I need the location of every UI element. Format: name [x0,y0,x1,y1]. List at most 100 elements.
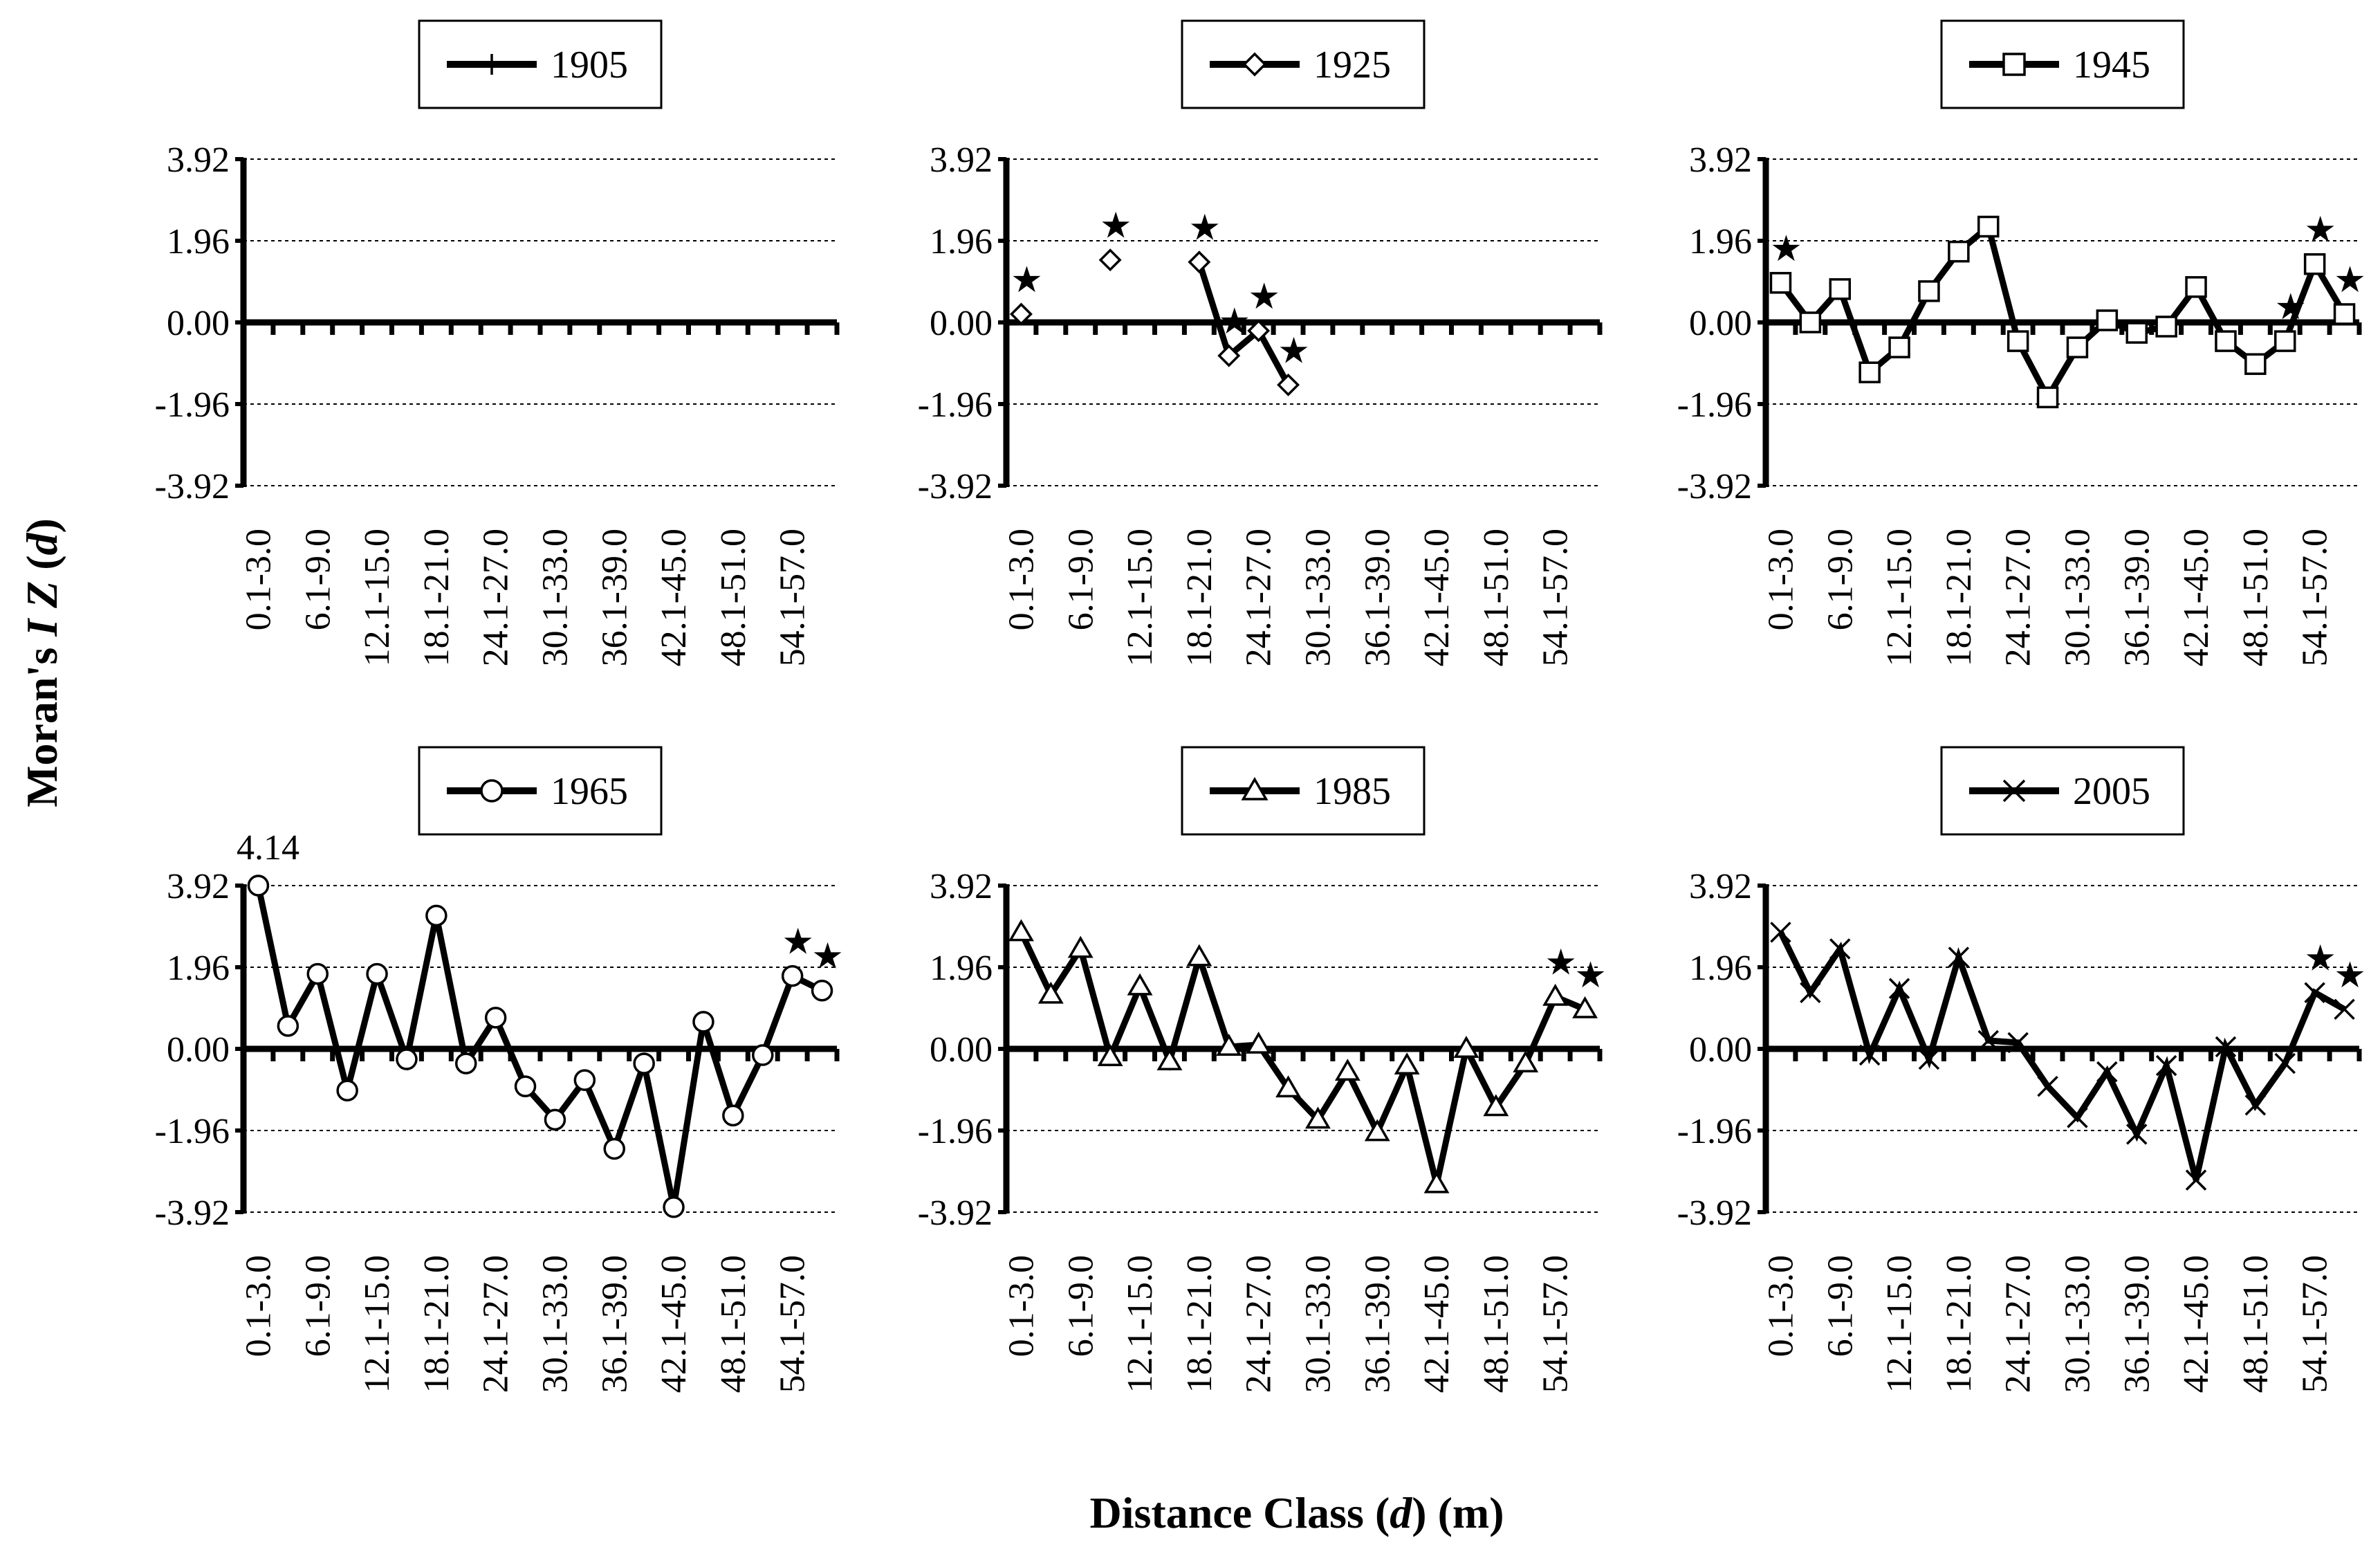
data-point [1948,946,1970,968]
data-point [1977,215,2000,238]
x-tick-label: 30.1-33.0 [535,529,575,666]
x-tick-label: 12.1-15.0 [1120,529,1160,666]
data-point [1453,1036,1479,1058]
x-tick-label: 48.1-51.0 [2236,1255,2276,1393]
significance-star: ★ [2334,261,2366,300]
data-point [811,979,833,1002]
x-tick-label: 0.1-3.0 [1002,1255,1041,1357]
x-tick-label: 24.1-27.0 [1239,1255,1279,1393]
x-tick-label: 36.1-39.0 [2117,1255,2157,1393]
data-point [1858,1044,1881,1066]
x-tick-label: 6.1-9.0 [298,529,338,630]
y-tick-label: 0.00 [930,1030,993,1070]
data-point [1829,938,1851,960]
data-point [1423,1171,1450,1193]
y-tick-label: 1.96 [930,949,993,988]
data-point [1156,1048,1183,1071]
y-tick-label: 1.96 [930,222,993,262]
x-tick-label: 48.1-51.0 [1477,529,1516,666]
significance-star: ★ [1574,956,1607,996]
data-point [1394,1052,1420,1075]
legend-label: 1925 [1313,44,1391,86]
x-tick-label: 0.1-3.0 [1761,529,1800,630]
significance-star: ★ [1248,277,1280,317]
x-tick-label: 0.1-3.0 [1761,1255,1800,1357]
y-tick-label: -1.96 [1677,1112,1752,1151]
significance-star: ★ [2304,211,2336,250]
y-tick-label: 1.96 [167,949,230,988]
x-tick-label: 6.1-9.0 [1820,529,1860,630]
y-tick-label: -3.92 [155,467,230,506]
y-tick-label: 0.00 [167,1030,230,1070]
x-tick-label: 24.1-27.0 [1239,529,1279,666]
y-tick-label: -1.96 [155,1112,230,1151]
data-point [1770,922,1791,943]
data-point [2185,276,2207,298]
chart-panel-1965: 1965 3.92 1.96 0.00 -1.96 -3.920.1-3.0 6.1-9.0… [155,746,844,1393]
y-tick-label: 1.96 [167,222,230,262]
data-point [1247,319,1271,342]
data-point [1483,1094,1509,1117]
data-point [2185,1169,2207,1191]
data-point [425,904,448,927]
data-point [1799,311,1822,333]
x-tick-label: 54.1-57.0 [773,529,813,666]
y-tick-label: 3.92 [930,867,993,906]
series-line [1018,931,1587,1185]
data-point [1334,1059,1360,1081]
data-point [1037,981,1064,1004]
y-tick-label: 0.00 [167,304,230,343]
data-point [1513,1050,1539,1073]
x-tick-label: 18.1-21.0 [417,1255,456,1393]
data-point [1918,1048,1940,1070]
chart-panel-1985: 1985 3.92 1.96 0.00 -1.96 -3.920.1-3.0 6.1-9.0… [918,746,1607,1393]
x-tick-label: 30.1-33.0 [535,1255,575,1393]
x-tick-label: 6.1-9.0 [298,1255,338,1357]
significance-star: ★ [782,923,814,962]
data-point [2096,309,2119,331]
data-point [2007,330,2029,352]
data-point [603,1137,625,1160]
x-tick-label: 54.1-57.0 [1536,1255,1576,1393]
x-tick-label: 42.1-45.0 [1417,1255,1457,1393]
data-point [2096,1061,2118,1083]
data-point [2066,336,2089,358]
data-point [366,962,388,985]
x-tick-label: 12.1-15.0 [358,529,397,666]
x-tick-label: 36.1-39.0 [1358,1255,1397,1393]
data-point [692,1011,714,1033]
data-point [2303,253,2326,275]
x-axis-title: Distance Class (d) (m) [1090,1488,1504,1537]
chart-panel-1925: 1925 3.92 1.96 0.00 -1.96 -3.920.1-3.0 6.1-9.0… [918,19,1603,666]
y-tick-label: -1.96 [1677,385,1752,425]
x-tick-label: 36.1-39.0 [1358,529,1397,666]
data-point [1097,1044,1123,1066]
x-tick-label: 48.1-51.0 [2236,529,2276,666]
legend-label: 1985 [1313,770,1391,813]
data-point [722,1104,744,1127]
data-point [396,1048,418,1070]
x-tick-label: 54.1-57.0 [1536,529,1576,666]
x-tick-label: 30.1-33.0 [2058,529,2097,666]
data-point [2007,1032,2029,1054]
data-point [2215,330,2237,352]
significance-star: ★ [1218,302,1251,342]
y-tick-label: -1.96 [918,385,993,425]
data-point [1277,373,1300,396]
y-tick-label: 3.92 [930,140,993,180]
data-point [247,875,270,897]
y-tick-label: 3.92 [1689,867,1752,906]
data-point [277,1015,299,1037]
data-point [306,962,329,985]
legend-label: 2005 [2073,770,2150,813]
y-tick-label: 0.00 [930,304,993,343]
y-tick-label: 0.00 [1689,1030,1752,1070]
y-tick-label: 1.96 [1689,222,1752,262]
legend-marker-icon [480,779,504,803]
data-point [2215,1036,2237,1058]
chart-panel-2005: 2005 3.92 1.96 0.00 -1.96 -3.920.1-3.0 6.1-9.0… [1677,746,2366,1393]
x-tick-label: 48.1-51.0 [714,529,753,666]
x-tick-label: 54.1-57.0 [2296,1255,2335,1393]
data-point [2274,330,2296,352]
